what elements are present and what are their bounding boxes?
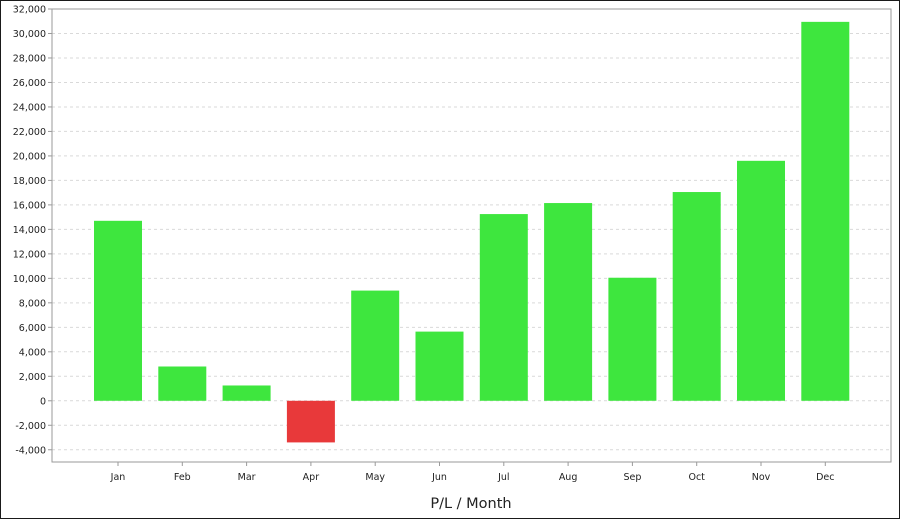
- bar-may: [351, 290, 400, 401]
- y-tick-label: 26,000: [13, 78, 46, 89]
- y-tick-label: 4,000: [19, 347, 46, 358]
- x-tick-label: Sep: [623, 472, 641, 483]
- bar-apr: [286, 400, 335, 443]
- x-tick-label: Jun: [431, 472, 447, 483]
- axes: [51, 8, 892, 463]
- y-tick-label: -4,000: [15, 445, 46, 456]
- y-tick-label: 18,000: [13, 176, 46, 187]
- x-tick-label: Dec: [816, 472, 834, 483]
- y-tick-label: 8,000: [19, 298, 46, 309]
- y-tick-label: 30,000: [13, 29, 46, 40]
- y-tick-label: 28,000: [13, 53, 46, 64]
- x-tick-label: Nov: [752, 472, 771, 483]
- x-tick-label: Jan: [110, 472, 126, 483]
- y-tick-label: 32,000: [13, 5, 46, 16]
- x-axis-title: P/L / Month: [430, 496, 511, 512]
- y-tick-label: 10,000: [13, 274, 46, 285]
- x-tick-labels: Jan Feb Mar Apr May Jun Jul Aug Sep Oct Nov Dec: [110, 462, 834, 483]
- y-tick-label: 22,000: [13, 127, 46, 138]
- bars: [94, 21, 850, 443]
- y-tick-label: 20,000: [13, 151, 46, 162]
- bar-jan: [94, 220, 142, 401]
- x-tick-label: Aug: [559, 472, 578, 483]
- x-tick-label: Apr: [303, 472, 320, 483]
- y-tick-label: 24,000: [13, 102, 46, 113]
- bar-jul: [479, 214, 528, 401]
- bar-oct: [672, 192, 721, 401]
- y-tick-label: 2,000: [19, 372, 46, 383]
- bar-aug: [544, 203, 593, 401]
- bar-feb: [158, 366, 207, 401]
- x-tick-label: May: [365, 472, 385, 483]
- plot-area-border: [51, 8, 892, 463]
- bar-jun: [415, 331, 464, 401]
- y-tick-label: 16,000: [13, 200, 46, 211]
- bar-sep: [608, 277, 657, 401]
- x-tick-label: Mar: [238, 472, 256, 483]
- y-tick-label: 14,000: [13, 225, 46, 236]
- y-tick-labels: -4,000 -2,000 0 2,000 4,000 6,000 8,000 10,000 1…: [13, 5, 52, 456]
- x-tick-label: Oct: [688, 472, 705, 483]
- y-tick-label: 6,000: [19, 323, 46, 334]
- bar-dec: [801, 21, 850, 401]
- x-tick-label: Jul: [497, 472, 509, 483]
- y-tick-label: 12,000: [13, 249, 46, 260]
- y-tick-label: 0: [40, 396, 46, 407]
- bar-mar: [222, 385, 271, 401]
- bar-nov: [737, 160, 785, 401]
- y-tick-label: -2,000: [15, 421, 46, 432]
- x-tick-label: Feb: [174, 472, 191, 483]
